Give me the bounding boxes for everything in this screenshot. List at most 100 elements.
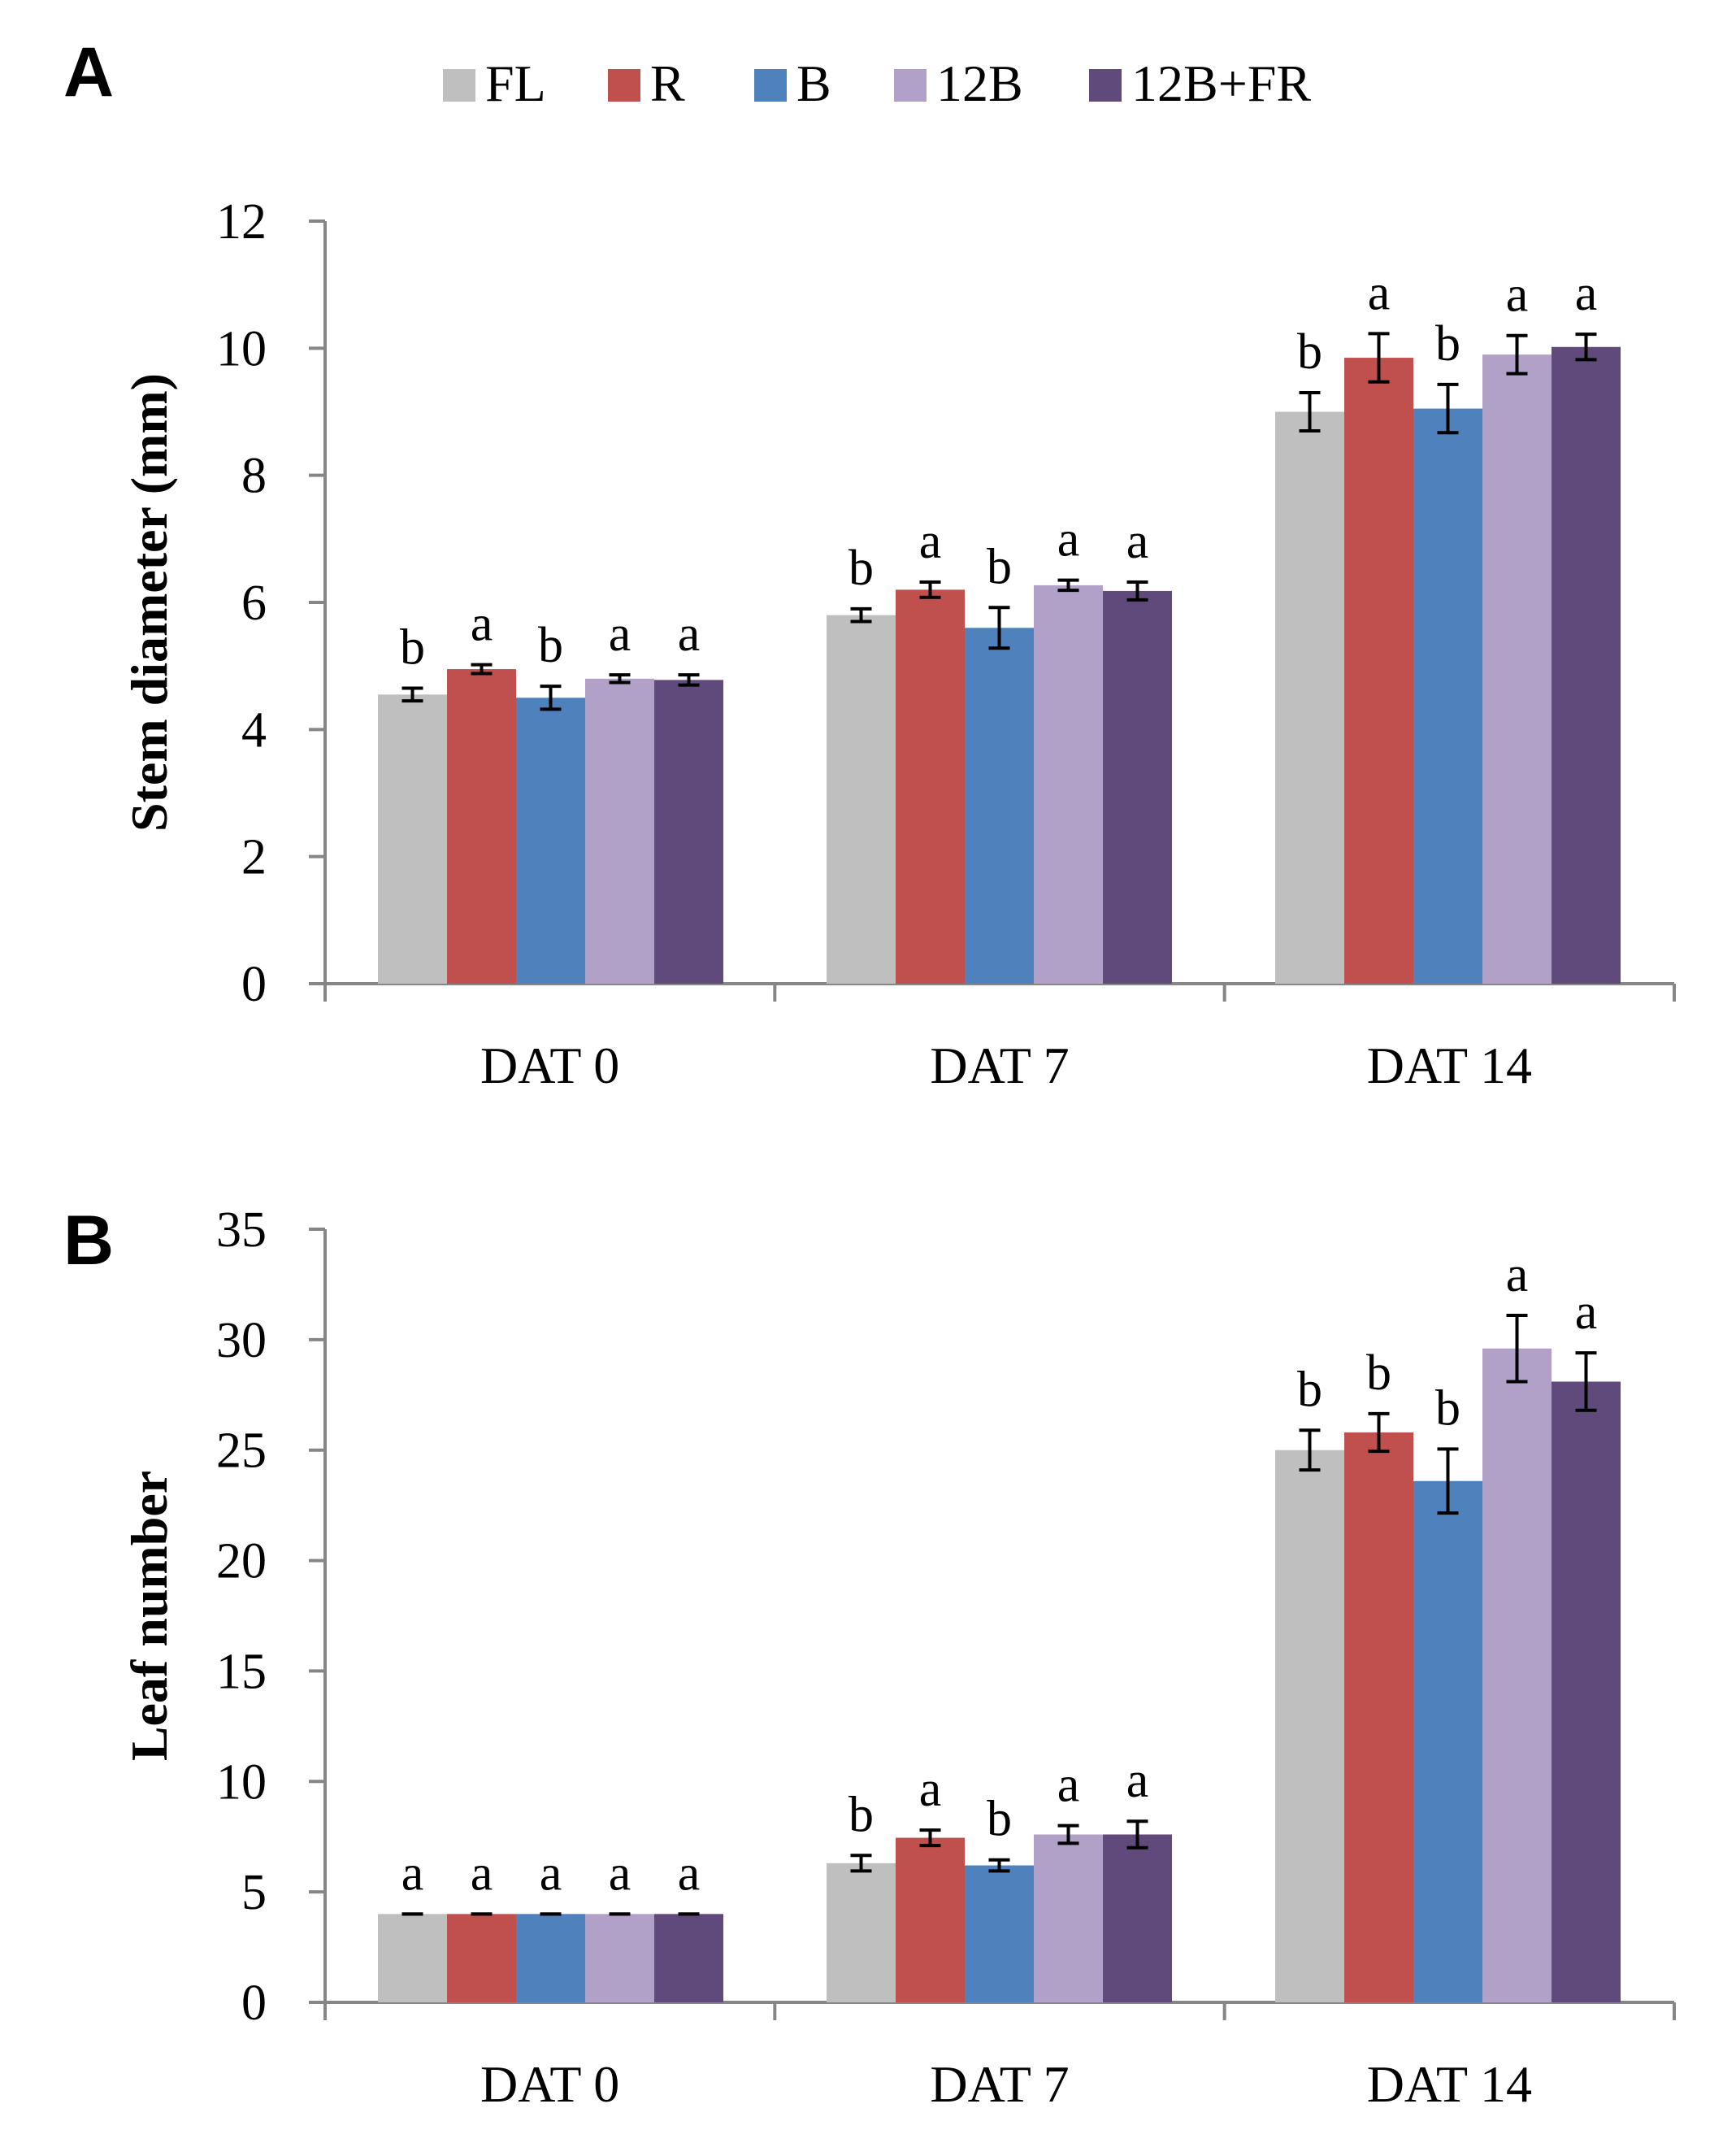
panel-b-leaf-number: B 0 5 10 15 20 25 30 35 Leaf number DAT 0 DAT 7 DAT … bbox=[63, 1202, 1676, 2113]
bar-r-dat-0 bbox=[447, 669, 516, 984]
y-tick-label: 4 bbox=[241, 702, 267, 758]
bar-12b-plus-fr-dat-7 bbox=[1103, 590, 1172, 984]
error-bar-12b-dat-7 bbox=[1057, 578, 1079, 593]
bar-fl-dat-7 bbox=[827, 1863, 896, 2002]
legend-swatch-b bbox=[754, 69, 787, 102]
legend-label-fl: FL bbox=[485, 54, 546, 112]
x-tick-label: DAT 14 bbox=[1367, 2055, 1532, 2113]
error-bar-r-dat-7 bbox=[919, 580, 941, 599]
significance-letter: a bbox=[1126, 1753, 1149, 1808]
error-bar-r-dat-14 bbox=[1368, 332, 1390, 384]
bar-b-dat-7 bbox=[965, 1865, 1034, 2002]
significance-letter: b bbox=[1435, 1380, 1460, 1436]
significance-letter: a bbox=[1575, 1284, 1598, 1340]
legend: FL R B 12B 12B+FR bbox=[443, 54, 1311, 112]
bar-b-dat-0 bbox=[516, 698, 585, 984]
error-bar-b-dat-7 bbox=[988, 1858, 1010, 1873]
error-bar-r-dat-0 bbox=[471, 663, 493, 676]
error-bar-12b-plus-fr-dat-0 bbox=[678, 673, 700, 687]
significance-letter: a bbox=[678, 1845, 701, 1901]
error-bar-b-dat-14 bbox=[1437, 1447, 1459, 1515]
legend-label-12b: 12B bbox=[936, 54, 1023, 112]
significance-letter: a bbox=[1506, 1247, 1529, 1302]
bar-fl-dat-14 bbox=[1275, 1450, 1344, 2002]
significance-letter: a bbox=[471, 597, 493, 652]
error-bar-12b-dat-14 bbox=[1506, 1313, 1528, 1384]
legend-label-b: B bbox=[796, 54, 831, 112]
y-tick-label: 35 bbox=[216, 1202, 267, 1258]
bar-12b-plus-fr-dat-0 bbox=[654, 680, 723, 984]
y-tick-label: 25 bbox=[216, 1424, 267, 1479]
significance-letter: a bbox=[1575, 266, 1598, 321]
y-tick-label: 0 bbox=[241, 957, 267, 1012]
significance-letter: a bbox=[919, 514, 942, 569]
x-tick-label: DAT 0 bbox=[480, 2055, 619, 2113]
error-bar-fl-dat-14 bbox=[1299, 1428, 1321, 1472]
legend-label-r: R bbox=[650, 54, 685, 112]
y-tick-label: 10 bbox=[216, 321, 267, 376]
significance-letter: b bbox=[538, 618, 563, 673]
significance-letter: b bbox=[987, 1792, 1012, 1847]
error-bar-fl-dat-0 bbox=[401, 686, 423, 703]
x-tick-label: DAT 0 bbox=[480, 1037, 619, 1094]
legend-swatch-fl bbox=[443, 69, 475, 102]
significance-letter: a bbox=[401, 1845, 424, 1901]
bar-12b-plus-fr-dat-7 bbox=[1103, 1834, 1172, 2002]
bar-fl-dat-14 bbox=[1275, 411, 1344, 984]
bar-12b-dat-7 bbox=[1034, 1834, 1103, 2002]
bar-12b-dat-14 bbox=[1482, 354, 1552, 984]
significance-letter: a bbox=[1057, 512, 1080, 567]
bar-r-dat-14 bbox=[1344, 1432, 1413, 2002]
panel-label-a: A bbox=[63, 33, 114, 111]
significance-letter: b bbox=[848, 541, 874, 596]
significance-letter: a bbox=[1506, 267, 1529, 323]
error-bar-b-dat-14 bbox=[1437, 382, 1459, 435]
significance-letter: a bbox=[1057, 1758, 1080, 1813]
bar-12b-dat-0 bbox=[585, 678, 654, 984]
error-bar-fl-dat-7 bbox=[850, 606, 872, 624]
bar-fl-dat-0 bbox=[378, 694, 447, 984]
error-bar-r-dat-14 bbox=[1368, 1411, 1390, 1454]
y-tick-label: 0 bbox=[241, 1976, 267, 2031]
bar-b-dat-7 bbox=[965, 628, 1034, 984]
significance-letter: a bbox=[471, 1845, 493, 1901]
error-bar-12b-plus-fr-dat-7 bbox=[1126, 580, 1148, 602]
bar-12b-plus-fr-dat-14 bbox=[1552, 346, 1621, 984]
significance-letter: a bbox=[1126, 514, 1149, 569]
y-tick-label: 5 bbox=[241, 1865, 267, 1920]
y-tick-label: 20 bbox=[216, 1534, 267, 1589]
significance-letter: a bbox=[609, 1845, 631, 1901]
y-axis-title: Stem diameter (mm) bbox=[120, 373, 178, 832]
bar-b-dat-14 bbox=[1413, 1480, 1482, 2002]
panel-label-b: B bbox=[63, 1202, 114, 1280]
significance-letter: b bbox=[1435, 316, 1460, 372]
panel-a-stem-diameter: A 0 2 4 6 8 10 12 Stem diameter (mm) DAT 0 DAT 7 DA… bbox=[63, 33, 1676, 1094]
error-bar-fl-dat-7 bbox=[850, 1854, 872, 1873]
significance-letter: a bbox=[919, 1762, 942, 1817]
y-tick-label: 30 bbox=[216, 1313, 267, 1368]
y-tick-label: 12 bbox=[216, 194, 267, 250]
bar-12b-dat-7 bbox=[1034, 585, 1103, 984]
bar-12b-dat-0 bbox=[585, 1914, 654, 2002]
significance-letter: b bbox=[1297, 324, 1322, 380]
error-bar-fl-dat-14 bbox=[1299, 391, 1321, 433]
significance-letter: b bbox=[1366, 1345, 1391, 1401]
bar-fl-dat-7 bbox=[827, 615, 896, 984]
error-bar-12b-plus-fr-dat-14 bbox=[1575, 333, 1597, 362]
significance-letter: b bbox=[400, 620, 425, 676]
bar-b-dat-0 bbox=[516, 1914, 585, 2002]
bar-fl-dat-0 bbox=[378, 1914, 447, 2002]
bar-r-dat-7 bbox=[896, 1837, 965, 2002]
error-bar-b-dat-7 bbox=[988, 606, 1010, 650]
legend-swatch-12b-plus-fr bbox=[1089, 69, 1122, 102]
bar-12b-dat-14 bbox=[1482, 1348, 1552, 2002]
x-tick-label: DAT 7 bbox=[930, 1037, 1069, 1094]
error-bar-12b-dat-0 bbox=[609, 673, 631, 685]
bar-r-dat-0 bbox=[447, 1914, 516, 2002]
y-tick-label: 8 bbox=[241, 449, 267, 504]
bar-12b-plus-fr-dat-0 bbox=[654, 1914, 723, 2002]
error-bar-12b-dat-7 bbox=[1057, 1823, 1079, 1845]
legend-label-12b-plus-fr: 12B+FR bbox=[1131, 54, 1311, 112]
significance-letter: b bbox=[1297, 1362, 1322, 1417]
significance-letter: a bbox=[1368, 265, 1391, 320]
